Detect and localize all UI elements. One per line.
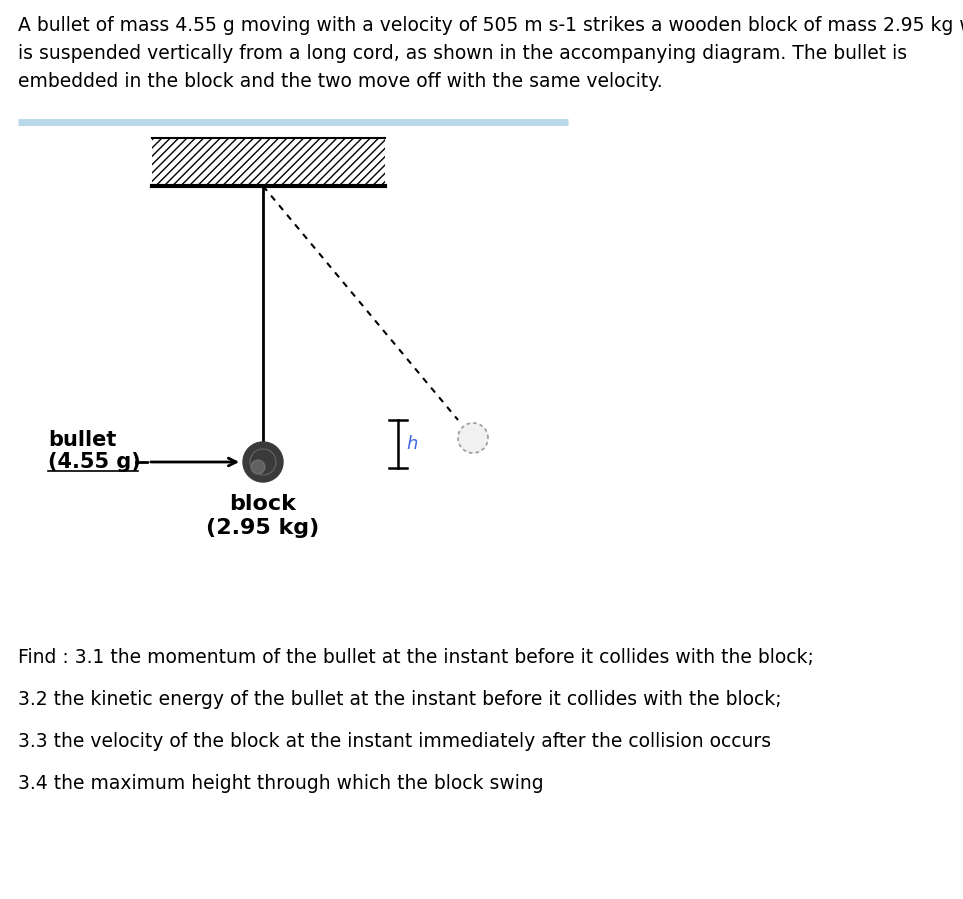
Circle shape (458, 423, 488, 453)
Text: bullet: bullet (48, 430, 117, 450)
Text: is suspended vertically from a long cord, as shown in the accompanying diagram. : is suspended vertically from a long cord… (18, 44, 907, 63)
Text: 3.3 the velocity of the block at the instant immediately after the collision occ: 3.3 the velocity of the block at the ins… (18, 732, 771, 751)
Text: A bullet of mass 4.55 g moving with a velocity of 505 m s-1 strikes a wooden blo: A bullet of mass 4.55 g moving with a ve… (18, 16, 963, 35)
Circle shape (243, 442, 283, 482)
Circle shape (251, 460, 265, 474)
Text: embedded in the block and the two move off with the same velocity.: embedded in the block and the two move o… (18, 72, 663, 91)
Text: (4.55 g): (4.55 g) (48, 452, 141, 472)
Text: 3.2 the kinetic energy of the bullet at the instant before it collides with the : 3.2 the kinetic energy of the bullet at … (18, 690, 782, 709)
Text: block: block (229, 494, 297, 514)
Text: Find : 3.1 the momentum of the bullet at the instant before it collides with the: Find : 3.1 the momentum of the bullet at… (18, 648, 814, 667)
Text: h: h (406, 435, 417, 453)
Text: (2.95 kg): (2.95 kg) (206, 518, 320, 538)
Bar (152, 138, 385, 186)
Text: 3.4 the maximum height through which the block swing: 3.4 the maximum height through which the… (18, 774, 544, 793)
